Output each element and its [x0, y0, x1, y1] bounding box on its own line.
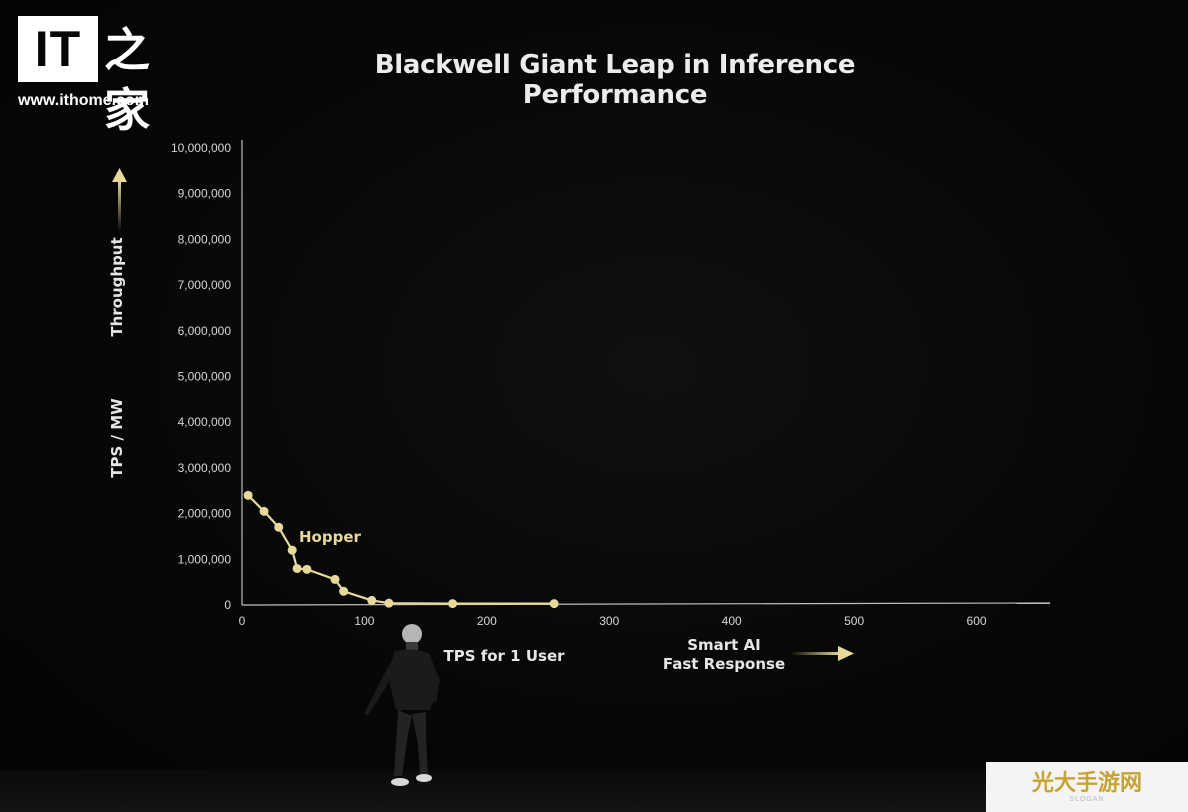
data-point: [292, 563, 302, 573]
x-arrow-label-line-1: Smart AI: [687, 636, 761, 654]
y-tick-label: 1,000,000: [178, 552, 232, 566]
presenter-figure: [364, 624, 440, 786]
data-point: [367, 595, 377, 605]
x-tick-label: 600: [967, 614, 987, 628]
data-point: [549, 599, 559, 609]
watermark-sub: SLOGAN: [1069, 795, 1105, 803]
data-point: [339, 586, 349, 596]
x-tick-label: 300: [599, 614, 619, 628]
data-point: [384, 598, 394, 608]
logo-url: www.ithome.com: [18, 92, 149, 109]
y-arrow-label: Throughput: [108, 237, 126, 336]
data-point: [259, 506, 269, 516]
y-tick-label: 5,000,000: [178, 370, 232, 384]
data-point: [302, 564, 312, 574]
data-point: [274, 522, 284, 532]
x-tick-label: 500: [844, 614, 864, 628]
y-axis-title: TPS / MW: [108, 398, 126, 478]
y-tick-label: 10,000,000: [171, 141, 231, 155]
x-tick-label: 400: [722, 614, 742, 628]
x-arrow-label-line-2: Fast Response: [663, 655, 785, 673]
series-layer: Hopper: [243, 490, 559, 609]
logo-chinese-text: 之家: [104, 23, 150, 137]
x-tick-label: 0: [239, 614, 246, 628]
data-point: [448, 599, 458, 609]
y-tick-label: 8,000,000: [178, 232, 232, 246]
watermark-badge: 光大手游网 SLOGAN: [986, 762, 1188, 812]
watermark-text: 光大手游网: [1031, 769, 1142, 796]
x-arrow-icon: [790, 646, 854, 661]
data-point: [243, 490, 253, 500]
series-label-hopper: Hopper: [299, 528, 362, 546]
y-tick-label: 7,000,000: [178, 278, 232, 292]
x-tick-labels: 0 100 200 300 400 500 600: [239, 614, 987, 628]
y-tick-label: 3,000,000: [178, 461, 232, 475]
data-point: [287, 545, 297, 555]
y-tick-label: 6,000,000: [178, 324, 232, 338]
x-axis-title: TPS for 1 User: [443, 647, 565, 665]
x-tick-label: 100: [354, 614, 374, 628]
x-axis-line: [241, 602, 1051, 606]
y-tick-label: 9,000,000: [178, 187, 232, 201]
logo-it-text: IT: [34, 21, 82, 77]
chart-title: Blackwell Giant Leap in Inference Perfor…: [374, 50, 856, 110]
data-point: [330, 574, 340, 584]
ithome-logo: IT: [18, 16, 98, 82]
y-tick-label: 4,000,000: [178, 415, 232, 429]
x-tick-label: 200: [477, 614, 497, 628]
y-tick-label: 0: [224, 598, 231, 612]
y-tick-labels: 0 1,000,000 2,000,000 3,000,000 4,000,000 5,0…: [171, 141, 231, 612]
y-arrow-icon: [112, 168, 127, 232]
y-tick-label: 2,000,000: [178, 507, 232, 521]
